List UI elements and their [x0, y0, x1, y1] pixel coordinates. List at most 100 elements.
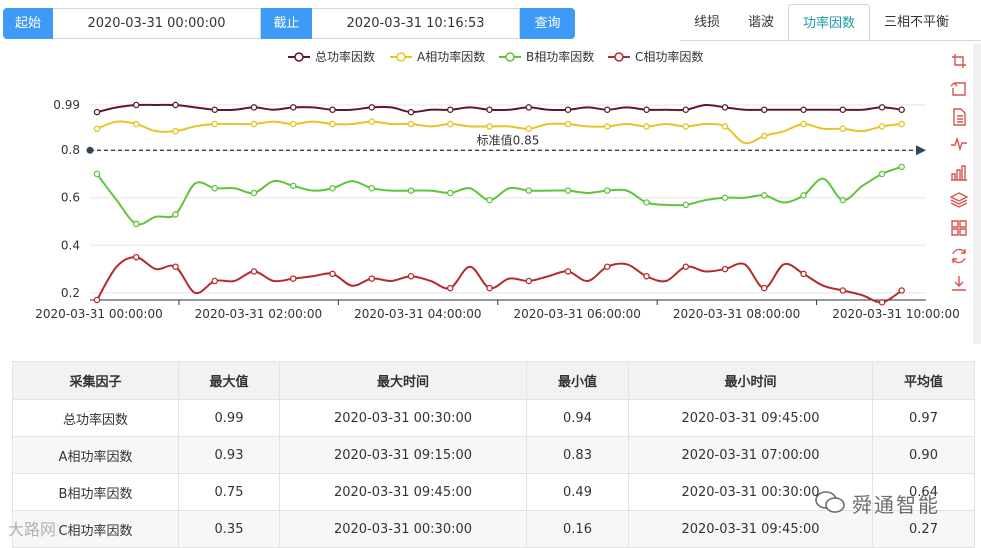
download-icon[interactable] [950, 274, 968, 292]
data-point [839, 287, 847, 294]
end-label: 截止 [261, 8, 313, 39]
data-point [368, 275, 376, 282]
x-tick-label: 2020-03-31 04:00:00 [354, 307, 481, 321]
bar-chart-icon[interactable] [950, 163, 968, 181]
x-tick-label: 2020-03-31 02:00:00 [195, 307, 322, 321]
tab-harmonic[interactable]: 谐波 [748, 15, 775, 30]
zoom-area-icon[interactable] [950, 52, 968, 70]
scrollbar[interactable] [973, 44, 981, 344]
col-max: 最大值 [178, 361, 280, 400]
data-point [564, 187, 572, 194]
query-button[interactable]: 查询 [520, 8, 576, 39]
line-chart-icon[interactable] [950, 135, 968, 153]
data-point [525, 277, 533, 285]
data-point [250, 189, 258, 197]
data-point [682, 106, 690, 114]
data-point [682, 263, 690, 270]
tab-power-factor[interactable]: 功率因数 [788, 4, 871, 41]
stack-icon[interactable] [950, 191, 968, 209]
data-point [878, 123, 886, 130]
data-point [839, 125, 847, 133]
chart-toolbox [950, 52, 972, 302]
data-point [250, 268, 258, 275]
tiled-icon[interactable] [950, 219, 968, 237]
data-point [211, 106, 219, 114]
table-row: B相功率因数 0.75 2020-03-31 09:45:00 0.49 202… [12, 473, 975, 511]
data-view-icon[interactable] [950, 107, 968, 126]
data-point [878, 299, 886, 306]
data-point [329, 184, 336, 192]
col-factor: 采集因子 [12, 361, 179, 400]
legend-swatch-marker [505, 52, 515, 62]
data-point [564, 268, 572, 275]
cell: 2020-03-31 00:30:00 [279, 399, 527, 437]
cell: 0.35 [178, 510, 280, 548]
legend-entry-label: A相功率因数 [417, 49, 485, 64]
cell: 0.64 [872, 473, 975, 511]
tab-line-loss[interactable]: 线损 [694, 15, 721, 30]
data-point [93, 108, 101, 116]
data-point [682, 123, 690, 130]
data-point [604, 187, 611, 194]
cell: 0.49 [526, 473, 629, 511]
data-point [368, 118, 376, 125]
data-point [898, 106, 905, 114]
data-point [486, 196, 493, 204]
data-point [800, 106, 807, 114]
chart-grid [90, 104, 926, 294]
data-point [643, 199, 650, 206]
x-tick-label: 2020-03-31 06:00:00 [513, 307, 640, 321]
cell: 0.83 [526, 436, 629, 474]
cell: 0.97 [872, 399, 975, 437]
standard-markline: 标准值0.85 [86, 132, 926, 156]
x-tick-label: 2020-03-31 10:00:00 [832, 307, 959, 321]
data-point [407, 108, 415, 116]
y-tick-label: 0.6 [61, 191, 80, 205]
data-point [721, 194, 729, 201]
data-point [761, 106, 768, 114]
restore-icon[interactable] [950, 247, 968, 265]
y-tick-label: 0.4 [61, 238, 80, 252]
site-watermark: 大路网 [8, 520, 57, 539]
data-point [898, 163, 905, 171]
data-point [898, 287, 905, 294]
data-point [172, 263, 179, 270]
data-point [564, 106, 572, 114]
end-time-input[interactable]: 2020-03-31 10:16:53 [312, 8, 521, 39]
data-point [800, 120, 807, 128]
tab-three-phase-unbalance[interactable]: 三相不平衡 [884, 15, 950, 30]
data-point [721, 123, 729, 130]
start-time-input[interactable]: 2020-03-31 00:00:00 [53, 8, 262, 39]
data-point [133, 220, 140, 228]
data-point [800, 192, 807, 199]
data-point [643, 272, 650, 280]
data-point [172, 211, 179, 218]
legend-entry-label: 总功率因数 [315, 49, 375, 64]
y-tick-label: 0.8 [61, 143, 80, 157]
data-point [564, 120, 572, 128]
data-point [290, 104, 297, 111]
zoom-reset-icon[interactable] [950, 80, 968, 98]
data-point [604, 106, 611, 114]
data-point [878, 170, 886, 178]
data-point [447, 120, 454, 128]
cell: 0.94 [526, 399, 629, 437]
data-point [447, 189, 454, 197]
table-row: A相功率因数 0.93 2020-03-31 09:15:00 0.83 202… [12, 436, 975, 474]
data-point [643, 123, 650, 130]
tab-divider [680, 40, 981, 41]
cell: 0.16 [526, 510, 629, 548]
time-range-toolbar: 起始 2020-03-31 00:00:00 截止 2020-03-31 10:… [3, 8, 576, 39]
data-point [447, 106, 454, 114]
data-point [800, 270, 807, 278]
chart-series [93, 101, 905, 306]
cell: 2020-03-31 07:00:00 [628, 436, 873, 474]
data-point [290, 120, 297, 128]
table-row: C相功率因数 0.35 2020-03-31 00:30:00 0.16 202… [12, 510, 975, 548]
data-point [525, 104, 533, 111]
cell: B相功率因数 [12, 473, 179, 511]
data-point [898, 120, 905, 128]
data-point [407, 187, 415, 194]
data-point [172, 101, 179, 109]
data-point [407, 272, 415, 280]
